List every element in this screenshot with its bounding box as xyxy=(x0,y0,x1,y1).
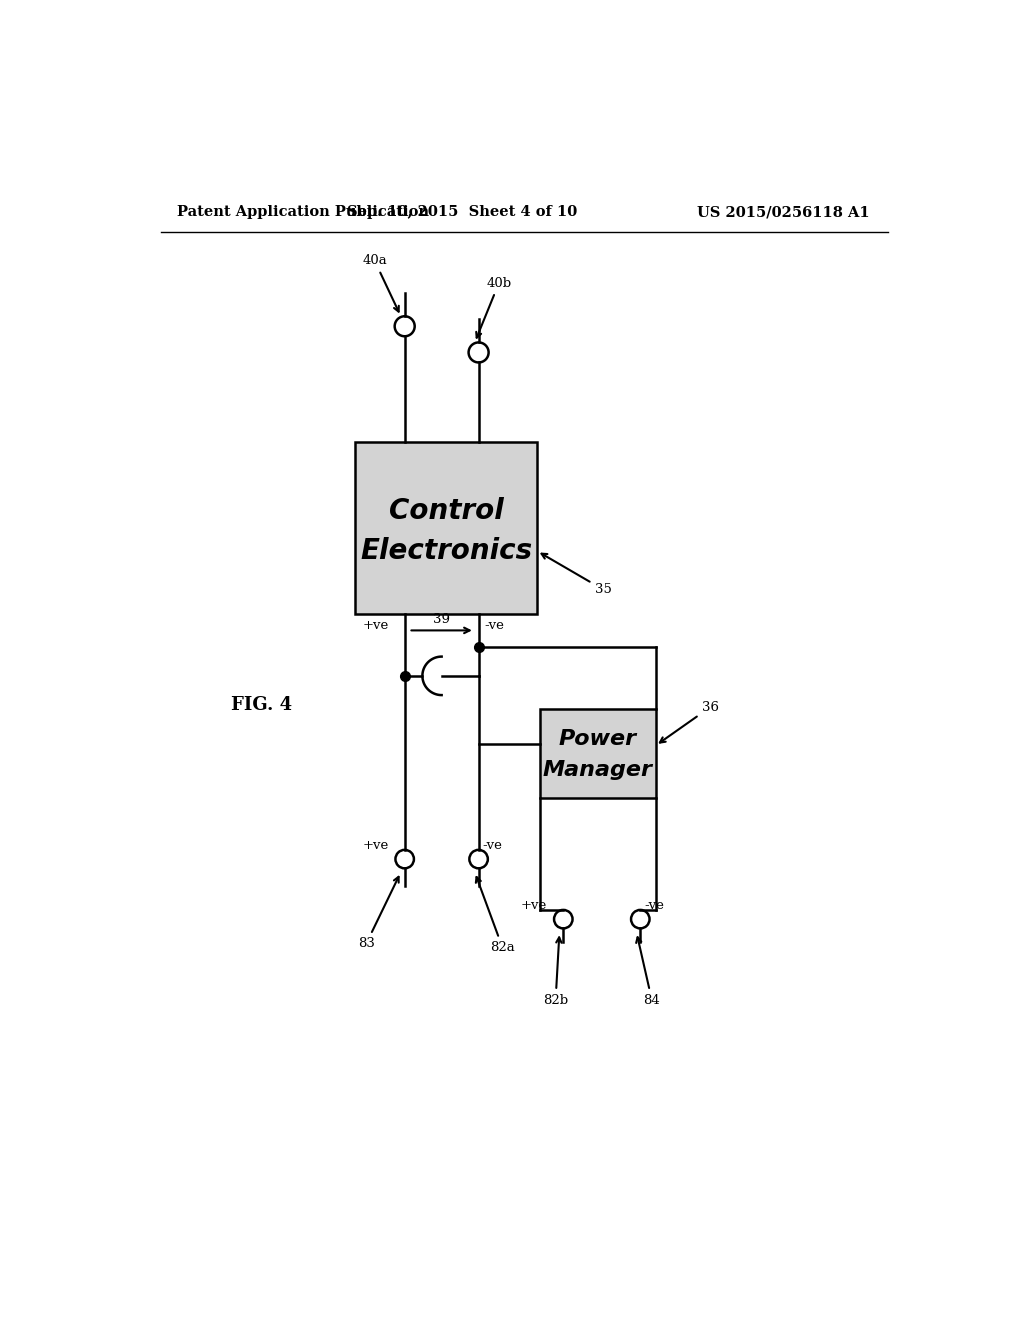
Text: Patent Application Publication: Patent Application Publication xyxy=(177,206,429,219)
Text: +ve: +ve xyxy=(521,899,547,912)
Text: 82b: 82b xyxy=(543,937,568,1007)
Text: +ve: +ve xyxy=(362,838,388,851)
Text: 40a: 40a xyxy=(362,255,398,312)
Text: 82a: 82a xyxy=(476,876,515,954)
Text: 36: 36 xyxy=(659,701,719,743)
Bar xyxy=(355,442,538,614)
Text: Power: Power xyxy=(559,730,637,750)
Text: Electronics: Electronics xyxy=(360,537,532,565)
Text: 40b: 40b xyxy=(476,277,511,338)
Text: +ve: +ve xyxy=(362,619,388,632)
Text: 39: 39 xyxy=(433,612,451,626)
Text: Sep. 10, 2015  Sheet 4 of 10: Sep. 10, 2015 Sheet 4 of 10 xyxy=(346,206,577,219)
Text: -ve: -ve xyxy=(484,619,505,632)
Text: Control: Control xyxy=(389,498,504,525)
Text: -ve: -ve xyxy=(644,899,664,912)
Text: -ve: -ve xyxy=(482,838,503,851)
Text: 84: 84 xyxy=(636,937,660,1007)
Text: Manager: Manager xyxy=(543,760,653,780)
Text: 83: 83 xyxy=(357,876,398,950)
Bar xyxy=(541,709,655,797)
Text: 35: 35 xyxy=(542,553,611,597)
Text: US 2015/0256118 A1: US 2015/0256118 A1 xyxy=(697,206,869,219)
Text: FIG. 4: FIG. 4 xyxy=(230,696,292,714)
